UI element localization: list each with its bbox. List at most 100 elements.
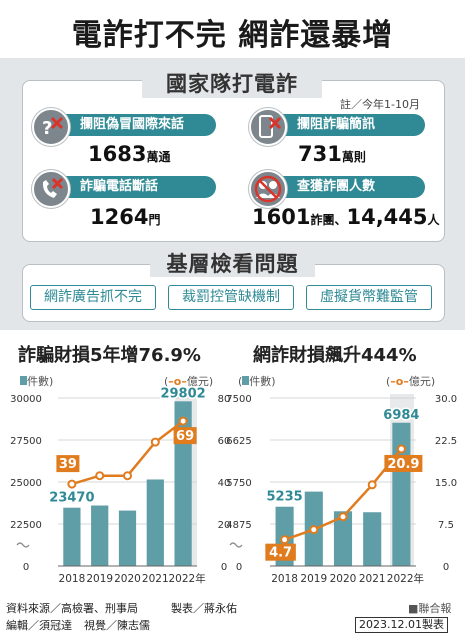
chart1-x-tick-label: 2018 — [59, 573, 86, 585]
footer-date: 2023.12.01製表 — [355, 617, 448, 633]
stat-label-arrests: 查獲詐團人數 — [265, 176, 425, 198]
chart2-left-tick-label: 5750 — [226, 478, 251, 489]
chart2-legend-bars-label: 件數 — [249, 375, 272, 388]
stat-value-disconnected: 1264門 — [90, 205, 161, 229]
stat-value-intl-calls: 1683萬通 — [88, 142, 171, 166]
stat-value-sms: 731萬則 — [298, 142, 366, 166]
chart1-legend-line: (–o–億元) — [164, 375, 214, 388]
chart1-left-tick-label: 27500 — [10, 436, 42, 447]
chart1-right-tick-label: 20 — [218, 520, 231, 531]
chart1-left-tick-label: 22500 — [10, 520, 42, 531]
chart1-right-tick-label: 0 — [221, 562, 227, 573]
bar-swatch — [20, 376, 27, 385]
footer-source: 資料來源／高檢署、刑事局 — [6, 602, 138, 615]
chart2-right-tick-label: 30.0 — [435, 394, 457, 405]
disconnected-phone-icon — [32, 170, 70, 208]
chart2-right-tick-label: 15.0 — [435, 478, 457, 489]
chart2-legend-line-label: 億元 — [408, 375, 431, 388]
chart1-line-point — [178, 416, 188, 426]
stat-label-intl-calls: 攔阻偽冒國際來話 — [48, 114, 216, 136]
chart2-right-tick-label: 7.5 — [438, 520, 454, 531]
chart2-title: 網詐財損飆升444% — [253, 345, 417, 366]
chart1-line-label-box — [173, 427, 197, 445]
issue-crypto: 虛擬貨幣難監管 — [306, 285, 432, 310]
chart1-bar-data-label: 23470 — [49, 491, 94, 506]
issue-penalty: 裁罰控管缺機制 — [168, 285, 294, 310]
line-swatch: –o– — [390, 375, 409, 388]
chart2-bar — [363, 512, 382, 566]
chart2-left-tick-label: 4875 — [226, 520, 251, 531]
chart2-legend-bars: (件數) — [238, 375, 276, 388]
blocked-call-icon: ? — [32, 108, 70, 146]
chart2-x-tick-label: 2018 — [271, 573, 298, 585]
chart1-x-tick-label: 2022年 — [168, 572, 205, 585]
chart2-bar — [333, 511, 353, 566]
footer-editor: 編輯／須冠達 — [6, 619, 72, 632]
chart2-line-label-box — [265, 543, 296, 561]
chart1-x-tick-label: 2021 — [142, 573, 169, 585]
arrested-group-icon — [249, 170, 287, 208]
chart2-line-data-label: 20.9 — [387, 457, 419, 472]
chart2-legend-line: (–o–億元) — [386, 375, 436, 388]
chart1-legend-bars: 件數) — [20, 373, 53, 389]
stat-label-disconnected: 詐騙電話斷話 — [48, 176, 216, 198]
fraud-stats-panel — [22, 80, 445, 242]
chart2-right-tick-label: 0 — [443, 562, 449, 573]
chart1-legend-bars-label: 件數 — [27, 375, 49, 388]
chart1-left-tick-label: 0 — [23, 562, 29, 573]
chart2-line-data-label: 4.7 — [269, 546, 292, 561]
footer-brand: ■聯合報 — [408, 602, 452, 615]
issues-panel-heading: 基層檢看問題 — [150, 251, 315, 277]
chart2-axis-break-mark — [229, 542, 243, 548]
chart1-line-point — [95, 471, 105, 481]
stat-value-arrests: 1601詐團、14,445人 — [252, 205, 440, 229]
chart1-line-label-box — [56, 455, 80, 473]
chart2-bar-data-label: 5235 — [267, 490, 303, 505]
blocked-sms-icon — [249, 108, 287, 146]
chart2-x-tick-label: 2022年 — [387, 572, 424, 585]
chart1-title: 詐騙財損5年增76.9% — [18, 345, 201, 366]
chart2-left-tick-label: 0 — [236, 562, 242, 573]
svg-text:?: ? — [42, 118, 52, 139]
chart2-right-tick-label: 22.5 — [435, 436, 457, 447]
main-title: 電詐打不完 網詐還暴增 — [71, 18, 394, 53]
chart1-line-data-label: 39 — [59, 457, 77, 472]
chart1-x-tick-label: 2020 — [114, 573, 141, 585]
chart2-x-tick-label: 2019 — [300, 573, 327, 585]
chart1-bar — [146, 479, 164, 566]
chart2-line-point — [396, 444, 406, 454]
chart2-line-label-box — [384, 454, 423, 472]
chart1-line-data-label: 69 — [176, 429, 194, 444]
chart2-left-tick-label: 6625 — [226, 436, 251, 447]
date-range-note: 註／今年1-10月 — [340, 98, 420, 111]
chart2-bar — [392, 422, 411, 566]
chart1-axis-break-mark — [16, 542, 30, 548]
footer-maker: 製表／蔣永佑 — [171, 602, 237, 615]
chart2-x-tick-label: 2020 — [330, 573, 357, 585]
chart1-bar — [118, 510, 137, 566]
chart1-line-point — [123, 471, 132, 481]
chart1-legend-line-label: 億元 — [186, 375, 209, 388]
chart2-line-point — [338, 512, 348, 522]
chart1-left-tick-label: 25000 — [10, 478, 42, 489]
chart1-right-tick-label: 40 — [218, 478, 231, 489]
issue-ads: 網詐廣告抓不完 — [30, 285, 156, 310]
footer-visual: 視覺／陳志儒 — [84, 619, 150, 632]
chart1-line-point — [67, 479, 77, 489]
chart2-line-point — [280, 535, 290, 545]
chart1-right-tick-label: 80 — [218, 394, 231, 405]
chart2-line-point — [367, 480, 377, 490]
chart2-left-tick-label: 7500 — [226, 394, 251, 405]
chart1-left-tick-label: 30000 — [10, 394, 42, 405]
line-swatch: –o– — [168, 375, 187, 388]
fraud-panel-heading: 國家隊打電詐 — [142, 70, 322, 98]
chart1-bar-data-label: 29802 — [160, 386, 205, 401]
chart1-line-point — [150, 437, 160, 447]
chart2-bar-data-label: 6984 — [383, 408, 419, 423]
chart1-bar — [63, 507, 81, 566]
chart1-x-tick-label: 2019 — [86, 573, 113, 585]
chart1-bar — [91, 505, 109, 566]
chart2-x-tick-label: 2021 — [359, 573, 386, 585]
stat-label-sms: 攔阻詐騙簡訊 — [265, 114, 425, 136]
